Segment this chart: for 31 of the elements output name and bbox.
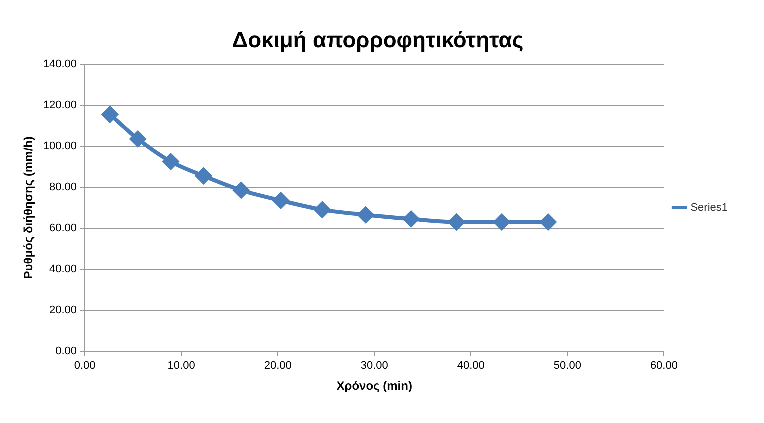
point (196, 168, 212, 184)
point (272, 192, 289, 209)
point (358, 207, 374, 224)
y-tick-label: 40.00 (50, 263, 78, 276)
point (540, 214, 556, 230)
x-tick-label: 0.00 (74, 360, 96, 372)
y-tick-label: 20.00 (50, 304, 78, 316)
point (314, 202, 330, 218)
point (403, 211, 420, 228)
y-tick-label: 120.00 (43, 99, 78, 112)
legend-label: Series1 (690, 202, 728, 214)
y-tick-label: 0.00 (56, 345, 78, 358)
y-tick-label: 100.00 (43, 140, 78, 152)
x-tick-label: 60.00 (650, 360, 678, 372)
point (233, 182, 250, 198)
y-tick-label: 80.00 (50, 181, 78, 194)
y-tick-label: 140.00 (43, 58, 78, 70)
x-tick-label: 10.00 (168, 360, 196, 372)
x-tick-label: 50.00 (554, 360, 582, 372)
chart-title: Δοκιμή απορροφητικότητας (232, 27, 524, 52)
point (448, 214, 465, 230)
x-tick-label: 40.00 (457, 360, 485, 372)
point (102, 106, 118, 123)
x-axis-title: Χρόνος (min) (336, 379, 412, 394)
point (162, 154, 179, 170)
x-tick-label: 30.00 (360, 360, 388, 372)
y-tick-label: 60.00 (50, 222, 78, 234)
y-axis-title: Ρυθμός διήθησης (mm/h) (22, 136, 36, 280)
point (494, 214, 510, 230)
x-tick-label: 20.00 (264, 360, 292, 372)
point (130, 131, 146, 148)
